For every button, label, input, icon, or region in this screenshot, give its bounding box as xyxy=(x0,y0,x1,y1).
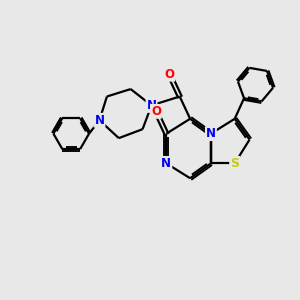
Text: N: N xyxy=(94,114,104,127)
Text: S: S xyxy=(230,157,239,170)
Text: N: N xyxy=(161,157,171,170)
Text: N: N xyxy=(206,127,216,140)
Text: O: O xyxy=(151,105,161,118)
Text: N: N xyxy=(146,99,157,112)
Text: O: O xyxy=(164,68,174,81)
